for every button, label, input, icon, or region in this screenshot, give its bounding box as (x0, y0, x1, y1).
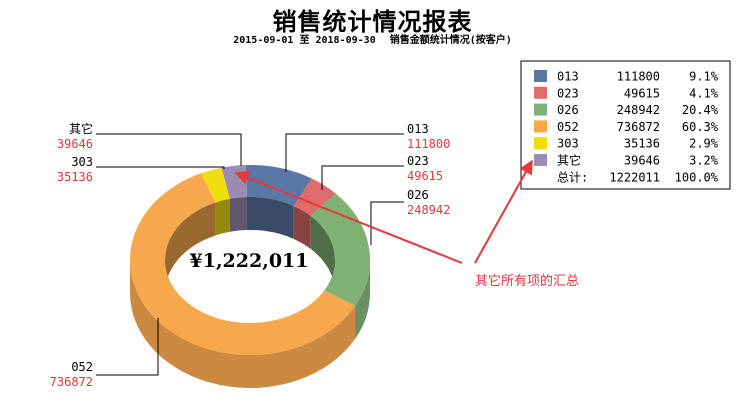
slice-026 (310, 193, 371, 306)
legend-total-label: 总计: (557, 170, 588, 184)
callout-value-其它: 39646 (57, 137, 93, 151)
callout-label-其它: 其它 (69, 121, 93, 136)
legend-label-其它: 其它 (557, 153, 581, 168)
slice-outer-wall-3 (130, 260, 356, 389)
legend-box (520, 60, 731, 190)
legend-value-013: 111800 (617, 70, 660, 84)
legend-swatch-303 (534, 137, 547, 150)
annotation-arrow-to-donut (234, 171, 463, 264)
callout-line-052 (96, 318, 159, 376)
callout-value-026: 248942 (407, 203, 450, 217)
legend-value-其它: 39646 (624, 154, 660, 168)
callout-label-013: 013 (407, 122, 429, 136)
legend-value-026: 248942 (617, 103, 660, 117)
callout-line-023 (321, 165, 404, 190)
callout-value-023: 49615 (407, 169, 443, 183)
annotation-text: 其它所有项的汇总 (475, 273, 579, 289)
legend-label-052: 052 (557, 120, 579, 134)
legend-percent-026: 20.4% (682, 103, 719, 117)
slice-inner-wall-3 (165, 202, 216, 293)
slice-052 (130, 173, 356, 355)
report-description: 销售金额统计情况(按客户) (389, 35, 512, 46)
legend-label-023: 023 (557, 86, 579, 100)
legend-swatch-023 (534, 86, 547, 99)
legend-percent-013: 9.1% (689, 70, 719, 84)
legend-label-026: 026 (557, 103, 579, 117)
callout-value-303: 35136 (57, 170, 93, 184)
annotation-arrow-to-legend (474, 159, 533, 264)
legend-swatch-052 (534, 120, 547, 133)
legend-percent-其它: 3.2% (689, 154, 719, 168)
report-title: 销售统计情况报表 (272, 7, 473, 36)
legend-value-303: 35136 (624, 137, 660, 151)
center-total-label: ¥1,222,011 (190, 250, 309, 272)
callout-label-052: 052 (71, 360, 93, 374)
legend-percent-052: 60.3% (682, 120, 719, 134)
legend-label-013: 013 (557, 70, 579, 84)
legend-value-052: 736872 (617, 120, 660, 134)
callout-line-其它 (96, 133, 242, 166)
slice-outer-wall-2 (355, 260, 370, 339)
legend-total-percent: 100.0% (675, 170, 719, 184)
legend-swatch-其它 (534, 154, 547, 166)
legend-percent-303: 2.9% (689, 137, 719, 151)
legend-value-023: 49615 (624, 86, 660, 100)
callout-label-026: 026 (407, 188, 429, 202)
callout-label-303: 303 (71, 155, 93, 169)
slice-023 (293, 178, 336, 216)
donut-walls (130, 197, 370, 389)
report-subtitle: 2015-09-01 至 2018-09-30 销售金额统计情况(按客户) (0, 31, 745, 46)
slice-inner-wall-4 (215, 198, 230, 236)
annotation: 其它所有项的汇总 (234, 159, 579, 289)
callout-label-023: 023 (407, 154, 429, 168)
slice-inner-wall-0 (247, 197, 294, 239)
slice-inner-wall-1 (293, 205, 311, 249)
legend: 013 111800 9.1% 023 49615 4.1% 026 248942 20.4% 0… (520, 60, 731, 190)
legend-swatch-026 (534, 103, 547, 116)
slice-inner-wall-2 (310, 215, 335, 293)
legend-swatch-013 (534, 70, 547, 82)
callout-line-026 (370, 201, 404, 245)
legend-total-value: 1222011 (609, 170, 660, 184)
callout-value-013: 111800 (407, 137, 450, 151)
slice-inner-wall-5 (229, 197, 248, 232)
date-range: 2015-09-01 至 2018-09-30 (233, 35, 376, 46)
callout-value-052: 736872 (50, 375, 93, 389)
slice-303 (201, 167, 230, 203)
donut-top-faces (130, 165, 371, 355)
callout-line-303 (96, 166, 225, 169)
callout-line-013 (285, 133, 404, 172)
legend-percent-023: 4.1% (689, 86, 719, 100)
legend-label-303: 303 (557, 137, 579, 151)
